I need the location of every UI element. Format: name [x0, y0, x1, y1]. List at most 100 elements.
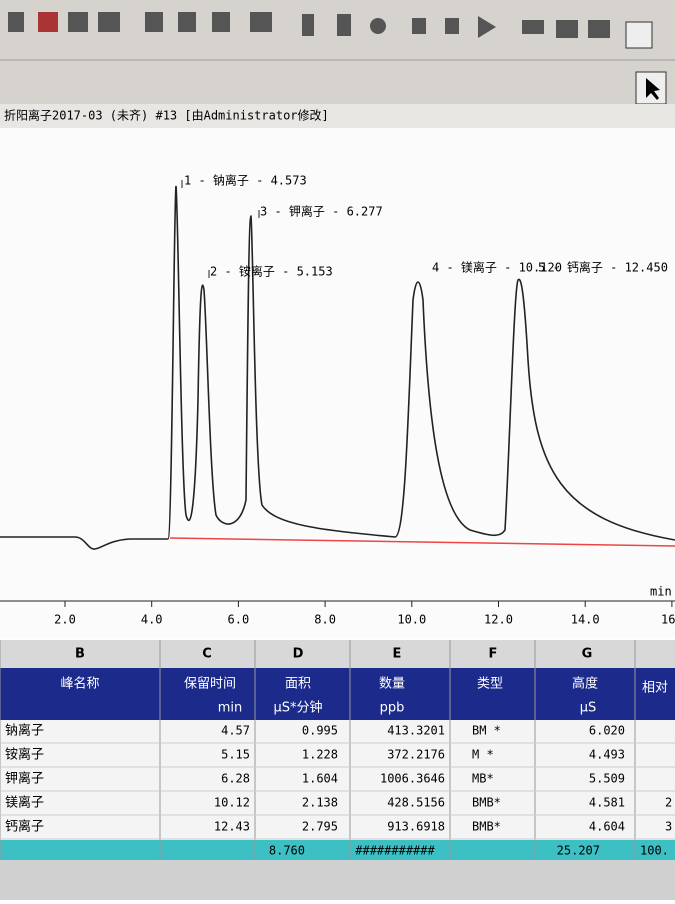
- x-tick-label: 6.0: [228, 613, 250, 627]
- column-letter: F: [489, 647, 498, 662]
- chart-area: [0, 128, 675, 638]
- icon[interactable]: [445, 18, 459, 34]
- icon[interactable]: [145, 12, 163, 32]
- column-letter-row: [0, 640, 675, 668]
- cell: 5.509: [589, 772, 625, 786]
- x-tick-label: 14.0: [571, 613, 600, 627]
- cell: 413.3201: [387, 724, 445, 738]
- icon[interactable]: [337, 14, 351, 36]
- cell: 4.57: [221, 724, 250, 738]
- icon[interactable]: [178, 12, 196, 32]
- icon[interactable]: [38, 12, 58, 32]
- baseline: [169, 537, 675, 547]
- column-header: 保留时间: [184, 677, 236, 692]
- cell: 钠离子: [5, 723, 44, 739]
- column-letter: C: [202, 647, 212, 662]
- pointer-icon: [646, 78, 660, 100]
- header-rows: [0, 668, 675, 720]
- peak-label: 1 - 钠离子 - 4.573: [184, 173, 307, 188]
- peak-label: 4 - 镁离子 - 10.120: [432, 260, 562, 275]
- cell: 钙离子: [5, 819, 44, 835]
- window-title: 折阳离子2017-03 (未齐) #13 [由Administrator修改]: [4, 108, 329, 123]
- total: ###########: [355, 844, 435, 858]
- unit: μS: [580, 701, 597, 716]
- icon[interactable]: [556, 20, 578, 38]
- icon[interactable]: [588, 20, 610, 38]
- icon[interactable]: [250, 12, 272, 32]
- cell: 428.5156: [387, 796, 445, 810]
- cell: BM *: [472, 724, 501, 738]
- x-tick-label: 12.0: [484, 613, 513, 627]
- cell: 钾离子: [5, 771, 44, 787]
- icon[interactable]: [302, 14, 314, 36]
- icon[interactable]: [68, 12, 88, 32]
- column-header: 高度: [572, 676, 598, 692]
- column-letter: E: [393, 647, 402, 662]
- data-rows: [0, 720, 675, 840]
- cell: 372.2176: [387, 748, 445, 762]
- cell: 4.581: [589, 796, 625, 810]
- cell: 0.995: [302, 724, 338, 738]
- total-row: [0, 840, 675, 860]
- x-tick-label: 10.0: [397, 613, 426, 627]
- unit: ppb: [380, 701, 405, 716]
- cell: 4.604: [589, 820, 625, 834]
- cell: 6.28: [221, 772, 250, 786]
- total: 8.760: [269, 844, 305, 858]
- column-header: 数量: [379, 677, 405, 692]
- cell: 5.15: [221, 748, 250, 762]
- icon[interactable]: [522, 20, 544, 34]
- cell: 10.12: [214, 796, 250, 810]
- total: 25.207: [557, 844, 600, 858]
- cell: 1006.3646: [380, 772, 445, 786]
- cell: BMB*: [472, 796, 501, 810]
- column-letter: G: [582, 647, 593, 662]
- column-header: 相对: [642, 681, 668, 696]
- cell: 1.604: [302, 772, 338, 786]
- icon[interactable]: [412, 18, 426, 34]
- x-unit: min: [650, 585, 672, 599]
- sheet-bottom: [0, 860, 675, 900]
- cell: 2: [665, 796, 672, 810]
- column-letter: D: [293, 647, 304, 662]
- peak-label: 3 - 钾离子 - 6.277: [260, 204, 383, 219]
- toolbar-icons[interactable]: [8, 12, 667, 105]
- icon[interactable]: [212, 12, 230, 32]
- icon[interactable]: [370, 18, 386, 34]
- cell: 3: [665, 820, 672, 834]
- column-header: 峰名称: [60, 676, 99, 692]
- cell: 1.228: [302, 748, 338, 762]
- unit: min: [218, 701, 243, 716]
- icon[interactable]: [98, 12, 120, 32]
- cell: 2.795: [302, 820, 338, 834]
- cell: 12.43: [214, 820, 250, 834]
- x-tick-label: 16.: [661, 613, 675, 627]
- icon[interactable]: [625, 21, 653, 49]
- x-tick-label: 4.0: [141, 613, 163, 627]
- column-header: 面积: [285, 677, 311, 692]
- x-tick-label: 2.0: [54, 613, 76, 627]
- cell: 铵离子: [5, 747, 44, 763]
- icon[interactable]: [478, 16, 496, 38]
- cell: 6.020: [589, 724, 625, 738]
- peak-leaders: [181, 180, 260, 278]
- cell: 镁离子: [5, 795, 44, 811]
- total: 100.: [640, 844, 669, 858]
- unit: μS*分钟: [273, 700, 322, 716]
- cell: 2.138: [302, 796, 338, 810]
- cell: 4.493: [589, 748, 625, 762]
- column-header: 类型: [477, 677, 503, 692]
- cell: MB*: [472, 772, 494, 786]
- cell: M *: [472, 748, 494, 762]
- x-tick-label: 8.0: [314, 613, 336, 627]
- trace: [0, 185, 675, 550]
- peak-label: 5 - 钙离子 - 12.450: [538, 260, 668, 275]
- icon[interactable]: [8, 12, 24, 32]
- cell: BMB*: [472, 820, 501, 834]
- title-bar: [0, 104, 675, 128]
- peak-label: 2 - 铵离子 - 5.153: [210, 264, 333, 279]
- cell: 913.6918: [387, 820, 445, 834]
